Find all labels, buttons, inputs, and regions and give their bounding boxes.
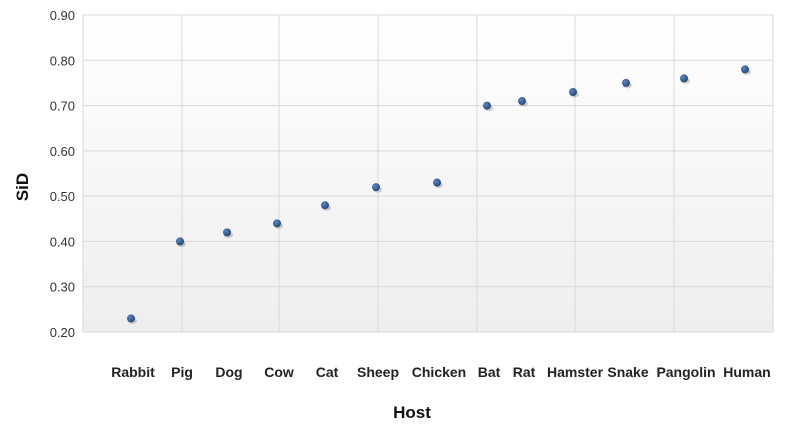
data-point — [433, 178, 441, 187]
data-point — [321, 201, 329, 210]
y-tick-label: 0.50 — [50, 189, 75, 204]
data-point — [741, 65, 749, 74]
x-category-label: Chicken — [412, 364, 466, 380]
x-category-label: Sheep — [357, 364, 399, 380]
gridlines — [82, 14, 774, 333]
y-tick-label: 0.60 — [50, 144, 75, 159]
y-axis-title: SiD — [13, 173, 32, 201]
data-point — [176, 237, 184, 246]
x-axis-categories: Rabbit Pig Dog Cow Cat Sheep Chicken Bat Rat Hams… — [111, 364, 771, 380]
plot-area — [83, 15, 773, 332]
x-category-label: Snake — [607, 364, 648, 380]
data-point — [622, 78, 630, 87]
x-category-label: Cat — [316, 364, 339, 380]
y-axis-ticks: 0.20 0.30 0.40 0.50 0.60 0.70 0.80 0.90 — [50, 8, 75, 340]
x-category-label: Human — [723, 364, 770, 380]
y-tick-label: 0.30 — [50, 280, 75, 295]
y-tick-label: 0.20 — [50, 325, 75, 340]
x-category-label: Bat — [478, 364, 501, 380]
y-tick-label: 0.70 — [50, 99, 75, 114]
data-point — [127, 314, 135, 323]
data-point — [518, 97, 526, 106]
y-tick-label: 0.80 — [50, 53, 75, 68]
x-category-label: Rabbit — [111, 364, 155, 380]
data-point — [680, 74, 688, 83]
data-point — [569, 87, 577, 96]
y-tick-label: 0.90 — [50, 8, 75, 23]
y-tick-label: 0.40 — [50, 234, 75, 249]
data-point — [372, 183, 380, 192]
x-category-label: Hamster — [547, 364, 604, 380]
data-point — [483, 101, 491, 110]
x-category-label: Cow — [264, 364, 294, 380]
data-points — [127, 65, 751, 324]
x-category-label: Pig — [171, 364, 193, 380]
data-point — [223, 228, 231, 237]
x-category-label: Dog — [215, 364, 242, 380]
data-point — [273, 219, 281, 228]
x-category-label: Pangolin — [656, 364, 715, 380]
x-category-label: Rat — [513, 364, 536, 380]
x-axis-title: Host — [393, 403, 431, 422]
